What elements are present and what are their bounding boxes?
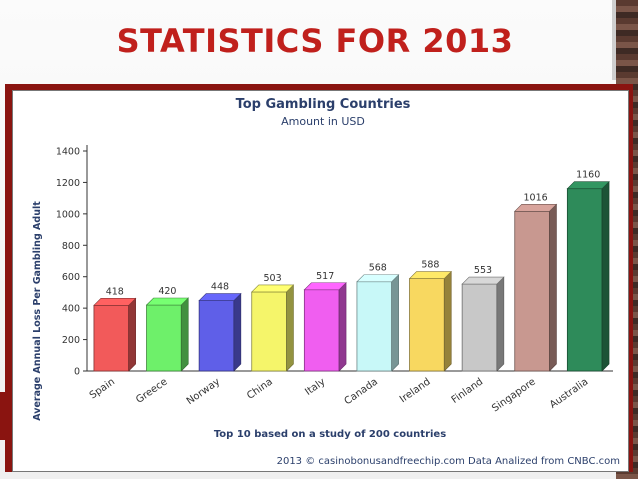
category-label: Spain <box>88 376 117 401</box>
bar <box>461 283 498 372</box>
bar-value-label: 420 <box>158 286 176 297</box>
bar <box>409 278 445 372</box>
category-label: Australia <box>548 376 591 410</box>
bar-top <box>514 204 558 212</box>
slide-title: STATISTICS FOR 2013 <box>116 22 514 60</box>
bar-side <box>338 282 347 372</box>
y-axis-label: Average Annual Loss Per Gambling Adult <box>32 201 43 421</box>
chart-title: Top Gambling Countries <box>236 97 411 112</box>
category-label: Canada <box>343 376 380 407</box>
bar <box>198 300 235 372</box>
category-label: Singapore <box>490 376 538 414</box>
bar-value-label: 553 <box>474 265 492 276</box>
bar-side <box>128 297 136 372</box>
bar-value-label: 517 <box>316 271 334 282</box>
bar <box>566 188 603 372</box>
bar-top <box>198 293 242 301</box>
x-axis-label: Top 10 based on a study of 200 countries <box>214 429 446 440</box>
bar-side <box>443 270 452 372</box>
category-label: Finland <box>450 376 486 406</box>
category-label: Italy <box>303 376 327 398</box>
bar-side <box>233 292 242 372</box>
y-tick-label: 1400 <box>56 147 80 158</box>
y-tick-label: 1000 <box>56 209 80 220</box>
bar <box>93 304 130 372</box>
bar <box>251 291 287 372</box>
bar-side <box>601 180 610 372</box>
bar-side <box>549 203 557 372</box>
frame-divider <box>612 0 616 80</box>
y-tick-label: 400 <box>62 304 80 315</box>
bar-top <box>303 282 347 291</box>
bar-top <box>251 284 295 293</box>
bar-chart: Top Gambling Countries Amount in USD Ave… <box>32 97 620 467</box>
bar-value-label: 503 <box>264 273 282 284</box>
chart-footer: 2013 © casinobonusandfreechip.com Data A… <box>277 456 620 467</box>
chart-subtitle: Amount in USD <box>281 115 365 128</box>
y-tick-label: 200 <box>62 335 80 346</box>
y-tick-label: 0 <box>74 367 80 378</box>
category-label: Greece <box>134 376 169 405</box>
bar-side <box>180 297 189 372</box>
bar-side <box>286 284 294 372</box>
category-label: China <box>245 376 275 401</box>
bar-side <box>391 274 399 372</box>
side-accent-strip <box>0 392 12 440</box>
bar-value-label: 588 <box>421 260 439 271</box>
bar-value-label: 1016 <box>524 192 548 203</box>
bar-top <box>566 181 610 190</box>
bar-value-label: 1160 <box>576 170 600 181</box>
bar-value-label: 448 <box>211 282 229 293</box>
bar-value-label: 418 <box>106 286 124 297</box>
bar <box>146 304 182 372</box>
bar-top <box>356 274 400 283</box>
y-tick-label: 1200 <box>56 178 80 189</box>
category-label: Norway <box>185 376 222 407</box>
chart-panel: Top Gambling Countries Amount in USD Ave… <box>12 90 629 472</box>
bar-side <box>496 276 505 372</box>
bar <box>356 281 393 372</box>
y-tick-label: 600 <box>62 272 80 283</box>
y-tick-label: 800 <box>62 241 80 252</box>
bar <box>303 289 340 372</box>
bar-value-label: 568 <box>369 263 387 274</box>
bar <box>514 210 550 372</box>
bar-top <box>145 297 189 306</box>
bar-top <box>408 271 452 279</box>
category-label: Ireland <box>398 376 433 405</box>
bar-top <box>93 298 137 306</box>
bar-top <box>461 276 505 285</box>
